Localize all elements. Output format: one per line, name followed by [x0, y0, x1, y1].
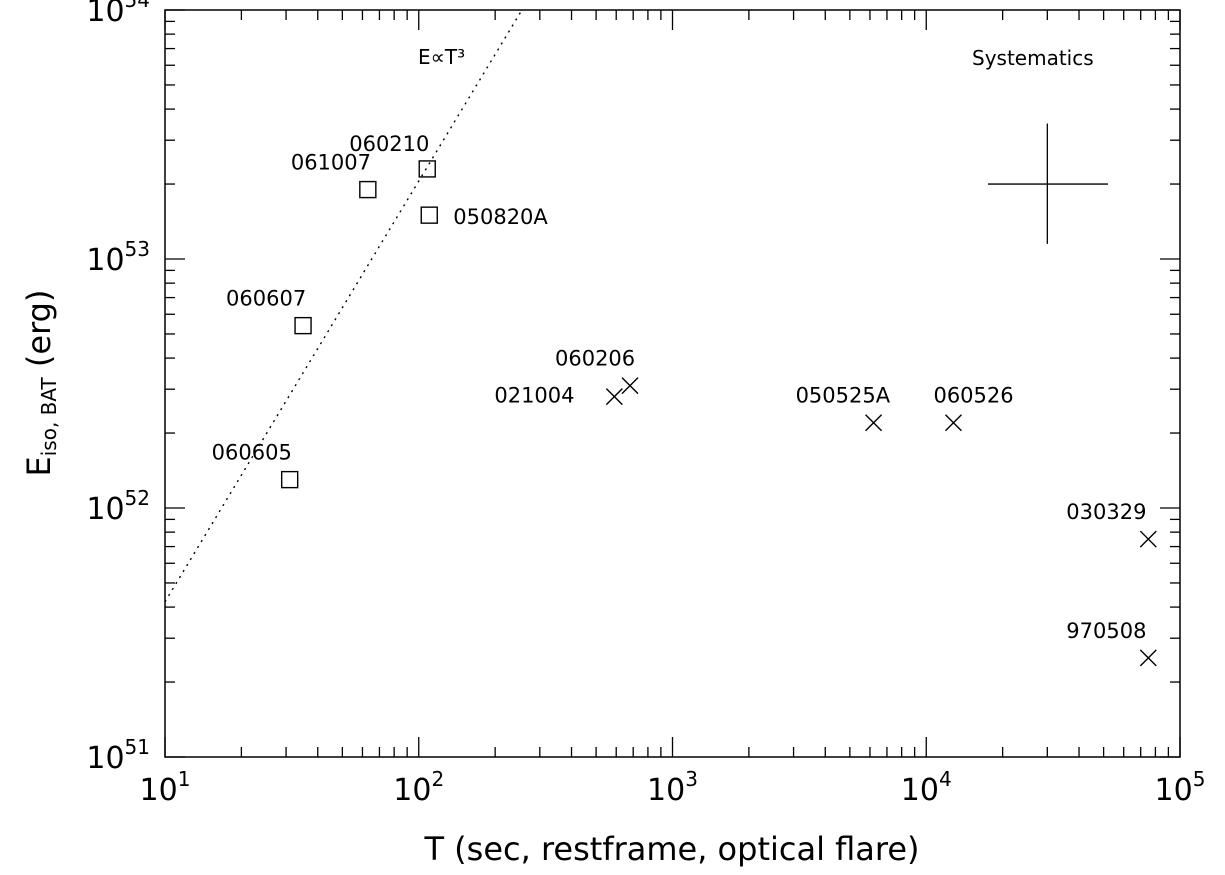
x-tick-label: 102 — [393, 767, 444, 808]
point-label: 060605 — [212, 441, 292, 465]
y-tick-label: 1051 — [86, 735, 150, 776]
x-axis-label: T (sec, restframe, optical flare) — [423, 830, 919, 868]
point-label: 050525A — [796, 384, 891, 408]
systematics-label: Systematics — [972, 46, 1094, 70]
y-axis-label: Eiso, BAT (erg) — [20, 290, 61, 477]
x-tick-label: 105 — [1155, 767, 1206, 808]
point-label: 060206 — [555, 347, 635, 371]
cross-marker — [944, 414, 962, 432]
y-tick-label: 1054 — [86, 0, 150, 29]
cross-marker — [621, 377, 639, 395]
axis-ticks — [164, 9, 1181, 758]
y-tick-label: 1053 — [86, 237, 150, 278]
cross-marker — [1139, 649, 1157, 667]
tick-labels: 101 102 103 104 105 1051 1052 1053 1054 — [86, 0, 1205, 808]
point-label: 021004 — [494, 384, 574, 408]
point-label: 050820A — [453, 205, 548, 229]
point-label: 030329 — [1066, 500, 1146, 524]
cross-marker — [605, 388, 623, 406]
x-tick-label: 104 — [901, 767, 952, 808]
point-label: 061007 — [291, 151, 371, 175]
point-label: 060607 — [226, 287, 306, 311]
relation-line — [164, 9, 523, 603]
reference-lines: E∝T³ — [164, 9, 523, 603]
x-tick-label: 101 — [140, 767, 191, 808]
point-label: 970508 — [1066, 619, 1146, 643]
data-points — [280, 160, 1157, 667]
x-tick-label: 103 — [647, 767, 698, 808]
square-marker — [294, 316, 312, 335]
relation-label: E∝T³ — [418, 45, 465, 69]
point-label: 060526 — [933, 384, 1013, 408]
y-tick-label: 1052 — [86, 486, 150, 527]
annotations: Systematics — [972, 46, 1108, 244]
point-label: 060210 — [349, 132, 429, 156]
square-marker — [359, 180, 377, 199]
square-marker — [280, 470, 299, 489]
cross-marker — [1139, 530, 1157, 548]
plot-frame — [164, 9, 1181, 758]
square-marker — [418, 160, 436, 178]
square-marker — [420, 206, 438, 224]
cross-marker — [865, 414, 883, 432]
